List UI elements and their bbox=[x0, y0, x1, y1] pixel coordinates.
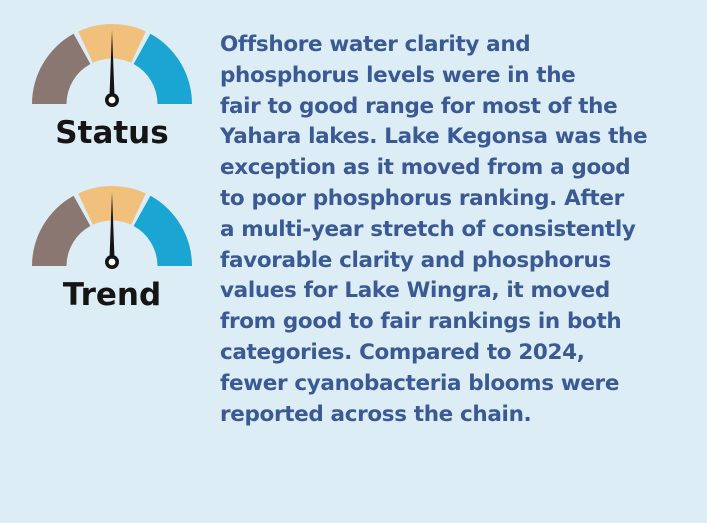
summary-text: Offshore water clarity and phosphorus le… bbox=[220, 30, 690, 430]
gauge-needle bbox=[109, 192, 115, 258]
summary-line: phosphorus levels were in the bbox=[220, 62, 576, 88]
summary-line: categories. Compared to 2024, bbox=[220, 339, 585, 365]
gauge-good-segment bbox=[133, 195, 192, 266]
trend-label: Trend bbox=[62, 277, 162, 313]
summary-line: a multi-year stretch of consistently bbox=[220, 216, 636, 242]
status-gauge-block: Status bbox=[22, 24, 202, 150]
summary-line: to poor phosphorus ranking. After bbox=[220, 185, 624, 211]
summary-line: Yahara lakes. Lake Kegonsa was the bbox=[220, 124, 648, 150]
summary-line: reported across the chain. bbox=[220, 401, 532, 427]
gauge-poor-segment bbox=[31, 195, 91, 266]
summary-line: fewer cyanobacteria blooms were bbox=[220, 370, 620, 396]
summary-line: values for Lake Wingra, it moved bbox=[220, 278, 610, 304]
summary-line: Offshore water clarity and bbox=[220, 32, 531, 57]
status-label: Status bbox=[55, 115, 169, 151]
gauge-poor-segment bbox=[31, 33, 91, 104]
trend-gauge-icon bbox=[31, 186, 192, 269]
trend-gauge-block: Trend bbox=[22, 186, 202, 312]
summary-line: from good to fair rankings in both bbox=[220, 309, 622, 335]
gauge-needle bbox=[109, 30, 115, 96]
summary-line: exception as it moved from a good bbox=[220, 155, 631, 181]
summary-line: favorable clarity and phosphorus bbox=[220, 247, 611, 273]
status-gauge-icon bbox=[31, 24, 192, 107]
gauge-good-segment bbox=[133, 33, 192, 104]
summary-line: fair to good range for most of the bbox=[220, 93, 618, 119]
